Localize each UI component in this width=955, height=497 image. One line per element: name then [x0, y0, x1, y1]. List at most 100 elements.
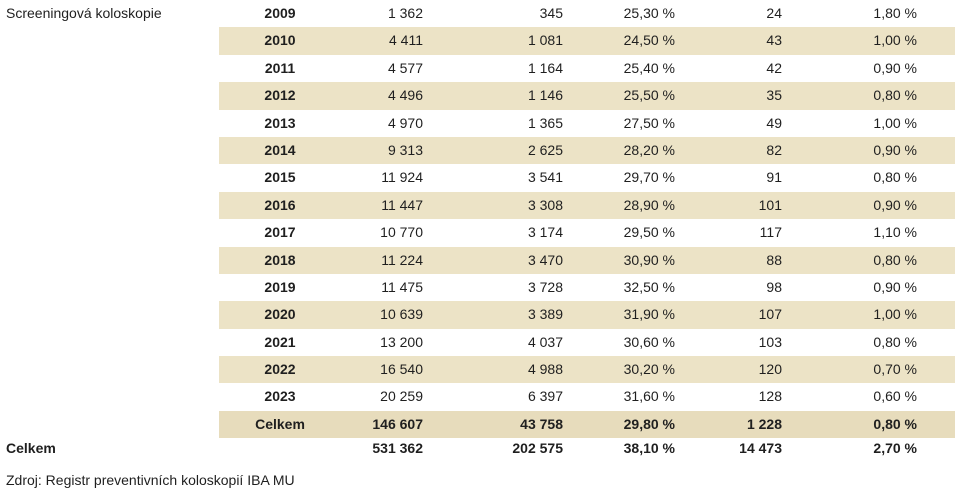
percent-cell: 0,80 %: [873, 333, 917, 350]
year-cell: 2020: [264, 306, 296, 323]
year-cell: 2021: [264, 333, 296, 350]
value-cell: 16 540: [380, 361, 423, 378]
subtotal-row: Celkem 146 607 43 758 29,80 % 1 228 0,80…: [0, 410, 955, 439]
percent-cell: 28,90 %: [623, 196, 675, 213]
year-cell: 2019: [264, 278, 296, 295]
value-cell: 128: [758, 388, 782, 405]
table-row: 2014 9 313 2 625 28,20 % 82 0,90 %: [0, 136, 955, 165]
percent-cell: 25,30 %: [623, 5, 675, 21]
value-cell: 42: [766, 59, 782, 76]
value-cell: 91: [766, 169, 782, 186]
source-note: Zdroj: Registr preventivních koloskopií …: [6, 472, 295, 488]
table-row: 2011 4 577 1 164 25,40 % 42 0,90 %: [0, 55, 955, 82]
table-row: 2020 10 639 3 389 31,90 % 107 1,00 %: [0, 301, 955, 329]
grand-total-value: 531 362: [372, 440, 423, 456]
percent-cell: 1,10 %: [873, 224, 917, 241]
value-cell: 1 365: [527, 114, 563, 131]
table-row: 2022 16 540 4 988 30,20 % 120 0,70 %: [0, 356, 955, 384]
percent-cell: 0,60 %: [873, 388, 917, 405]
subtotal-value: 1 228: [746, 415, 782, 432]
grand-total-row: Celkem 531 362 202 575 38,10 % 14 473 2,…: [0, 435, 955, 462]
value-cell: 3 728: [527, 278, 563, 295]
value-cell: 43: [766, 32, 782, 49]
percent-cell: 0,70 %: [873, 361, 917, 378]
value-cell: 88: [766, 251, 782, 268]
value-cell: 103: [758, 333, 782, 350]
table-row: 2012 4 496 1 146 25,50 % 35 0,80 %: [0, 82, 955, 110]
subtotal-label: Celkem: [255, 415, 305, 432]
percent-cell: 24,50 %: [623, 32, 675, 49]
percent-cell: 29,50 %: [623, 224, 675, 241]
value-cell: 1 081: [527, 32, 563, 49]
year-cell: 2013: [264, 114, 296, 131]
value-cell: 11 224: [381, 251, 423, 268]
grand-total-label: Celkem: [6, 440, 56, 456]
percent-cell: 1,00 %: [873, 114, 917, 131]
value-cell: 1 146: [527, 87, 563, 104]
percent-cell: 31,90 %: [623, 306, 675, 323]
value-cell: 13 200: [380, 333, 423, 350]
percent-cell: 30,90 %: [623, 251, 675, 268]
table-row: 2019 11 475 3 728 32,50 % 98 0,90 %: [0, 274, 955, 301]
year-cell: 2011: [264, 59, 296, 76]
table-row: 2013 4 970 1 365 27,50 % 49 1,00 %: [0, 110, 955, 137]
grand-total-percent: 2,70 %: [873, 440, 917, 456]
percent-cell: 0,90 %: [873, 196, 917, 213]
value-cell: 3 389: [527, 306, 563, 323]
value-cell: 345: [539, 5, 563, 21]
value-cell: 117: [759, 224, 782, 241]
percent-cell: 0,90 %: [873, 59, 917, 76]
year-cell: 2016: [264, 196, 296, 213]
value-cell: 4 411: [389, 32, 423, 49]
year-cell: 2015: [264, 169, 296, 186]
value-cell: 4 970: [387, 114, 423, 131]
value-cell: 2 625: [527, 141, 563, 158]
value-cell: 49: [766, 114, 782, 131]
screening-colonoscopy-table: Screeningová koloskopie 2009 1 362 345 2…: [0, 0, 955, 439]
grand-total-value: 14 473: [739, 440, 782, 456]
value-cell: 1 362: [387, 5, 423, 21]
percent-cell: 0,80 %: [873, 87, 917, 104]
percent-cell: 30,60 %: [623, 333, 675, 350]
table-row: 2023 20 259 6 397 31,60 % 128 0,60 %: [0, 383, 955, 410]
year-cell: 2022: [264, 361, 296, 378]
year-cell: 2023: [264, 388, 296, 405]
percent-cell: 0,80 %: [873, 251, 917, 268]
subtotal-value: 43 758: [520, 415, 563, 432]
grand-total-percent: 38,10 %: [623, 440, 675, 456]
percent-cell: 1,00 %: [873, 306, 917, 323]
percent-cell: 1,80 %: [873, 5, 917, 21]
value-cell: 3 541: [527, 169, 563, 186]
percent-cell: 25,40 %: [623, 59, 675, 76]
value-cell: 4 496: [387, 87, 423, 104]
subtotal-percent: 0,80 %: [873, 415, 917, 432]
table-row: 2010 4 411 1 081 24,50 % 43 1,00 %: [0, 27, 955, 55]
percent-cell: 27,50 %: [623, 114, 675, 131]
year-cell: 2010: [264, 32, 296, 49]
value-cell: 20 259: [380, 388, 423, 405]
percent-cell: 32,50 %: [623, 278, 675, 295]
value-cell: 101: [758, 196, 782, 213]
table-row: 2016 11 447 3 308 28,90 % 101 0,90 %: [0, 191, 955, 220]
value-cell: 82: [766, 141, 782, 158]
value-cell: 24: [766, 5, 782, 21]
year-cell: 2018: [264, 251, 296, 268]
value-cell: 35: [766, 87, 782, 104]
value-cell: 10 770: [380, 224, 423, 241]
percent-cell: 25,50 %: [623, 87, 675, 104]
percent-cell: 0,90 %: [873, 141, 917, 158]
subtotal-value: 146 607: [372, 415, 423, 432]
percent-cell: 0,90 %: [873, 278, 917, 295]
value-cell: 120: [758, 361, 782, 378]
year-cell: 2014: [264, 141, 296, 158]
value-cell: 1 164: [527, 59, 563, 76]
percent-cell: 0,80 %: [873, 169, 917, 186]
value-cell: 107: [758, 306, 782, 323]
year-cell: 2009: [264, 5, 296, 21]
table-row: Screeningová koloskopie 2009 1 362 345 2…: [0, 0, 955, 27]
value-cell: 3 308: [527, 196, 563, 213]
value-cell: 3 470: [527, 251, 563, 268]
value-cell: 98: [766, 278, 782, 295]
value-cell: 4 037: [527, 333, 563, 350]
value-cell: 4 988: [527, 361, 563, 378]
